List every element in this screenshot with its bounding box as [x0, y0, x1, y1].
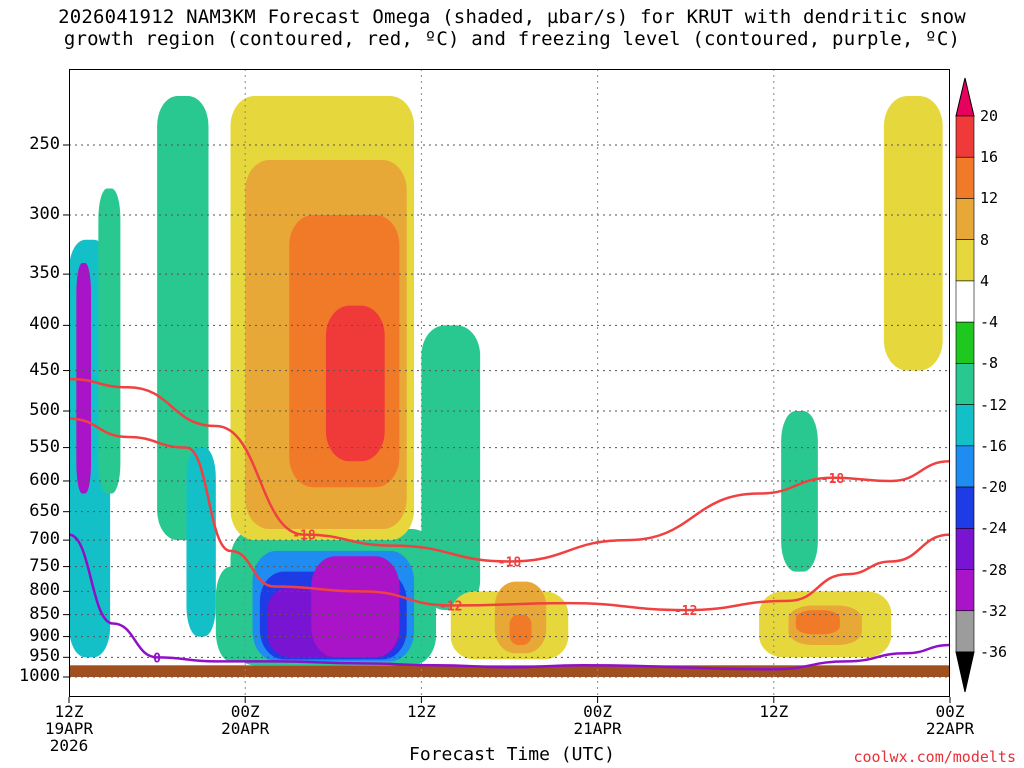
y-tick-label: 700 [12, 529, 60, 549]
colorbar-level-label: -12 [980, 396, 1007, 414]
credit-link[interactable]: coolwx.com/modelts [853, 748, 1016, 766]
y-tick-label: 400 [12, 314, 60, 334]
colorbar-swatch [956, 157, 974, 198]
colorbar [956, 78, 974, 692]
colorbar-swatch [956, 322, 974, 363]
y-tick-label: 500 [12, 400, 60, 420]
colorbar-level-label: 4 [980, 272, 989, 290]
y-tick-label: 900 [12, 626, 60, 646]
colorbar-swatch [956, 363, 974, 404]
colorbar-level-label: 20 [980, 107, 998, 125]
y-tick-label: 300 [12, 204, 60, 224]
y-tick-label: 1000 [12, 666, 60, 686]
colorbar-level-label: -36 [980, 643, 1007, 661]
colorbar-swatch [956, 611, 974, 652]
colorbar-level-label: -4 [980, 313, 998, 331]
colorbar-level-label: -32 [980, 602, 1007, 620]
y-tick-label: 450 [12, 360, 60, 380]
plot-frame [69, 69, 950, 697]
colorbar-level-label: 16 [980, 148, 998, 166]
y-tick-label: 650 [12, 501, 60, 521]
colorbar-level-label: -8 [980, 354, 998, 372]
colorbar-bottom-arrow [956, 652, 974, 692]
y-tick-label: 750 [12, 556, 60, 576]
colorbar-swatch [956, 487, 974, 528]
y-tick-label: 950 [12, 646, 60, 666]
y-tick-label: 250 [12, 134, 60, 154]
colorbar-swatch [956, 281, 974, 322]
y-tick-label: 600 [12, 470, 60, 490]
y-tick-label: 550 [12, 437, 60, 457]
y-tick-label: 800 [12, 580, 60, 600]
colorbar-swatch [956, 446, 974, 487]
colorbar-swatch [956, 198, 974, 239]
colorbar-swatch [956, 570, 974, 611]
colorbar-swatch [956, 240, 974, 281]
colorbar-swatch [956, 116, 974, 157]
colorbar-swatch [956, 528, 974, 569]
y-tick-label: 850 [12, 604, 60, 624]
colorbar-level-label: 12 [980, 189, 998, 207]
colorbar-level-label: -28 [980, 561, 1007, 579]
colorbar-level-label: -16 [980, 437, 1007, 455]
colorbar-level-label: 8 [980, 231, 989, 249]
colorbar-level-label: -24 [980, 519, 1007, 537]
colorbar-level-label: -20 [980, 478, 1007, 496]
y-tick-label: 350 [12, 263, 60, 283]
colorbar-swatch [956, 405, 974, 446]
colorbar-top-arrow [956, 78, 974, 116]
